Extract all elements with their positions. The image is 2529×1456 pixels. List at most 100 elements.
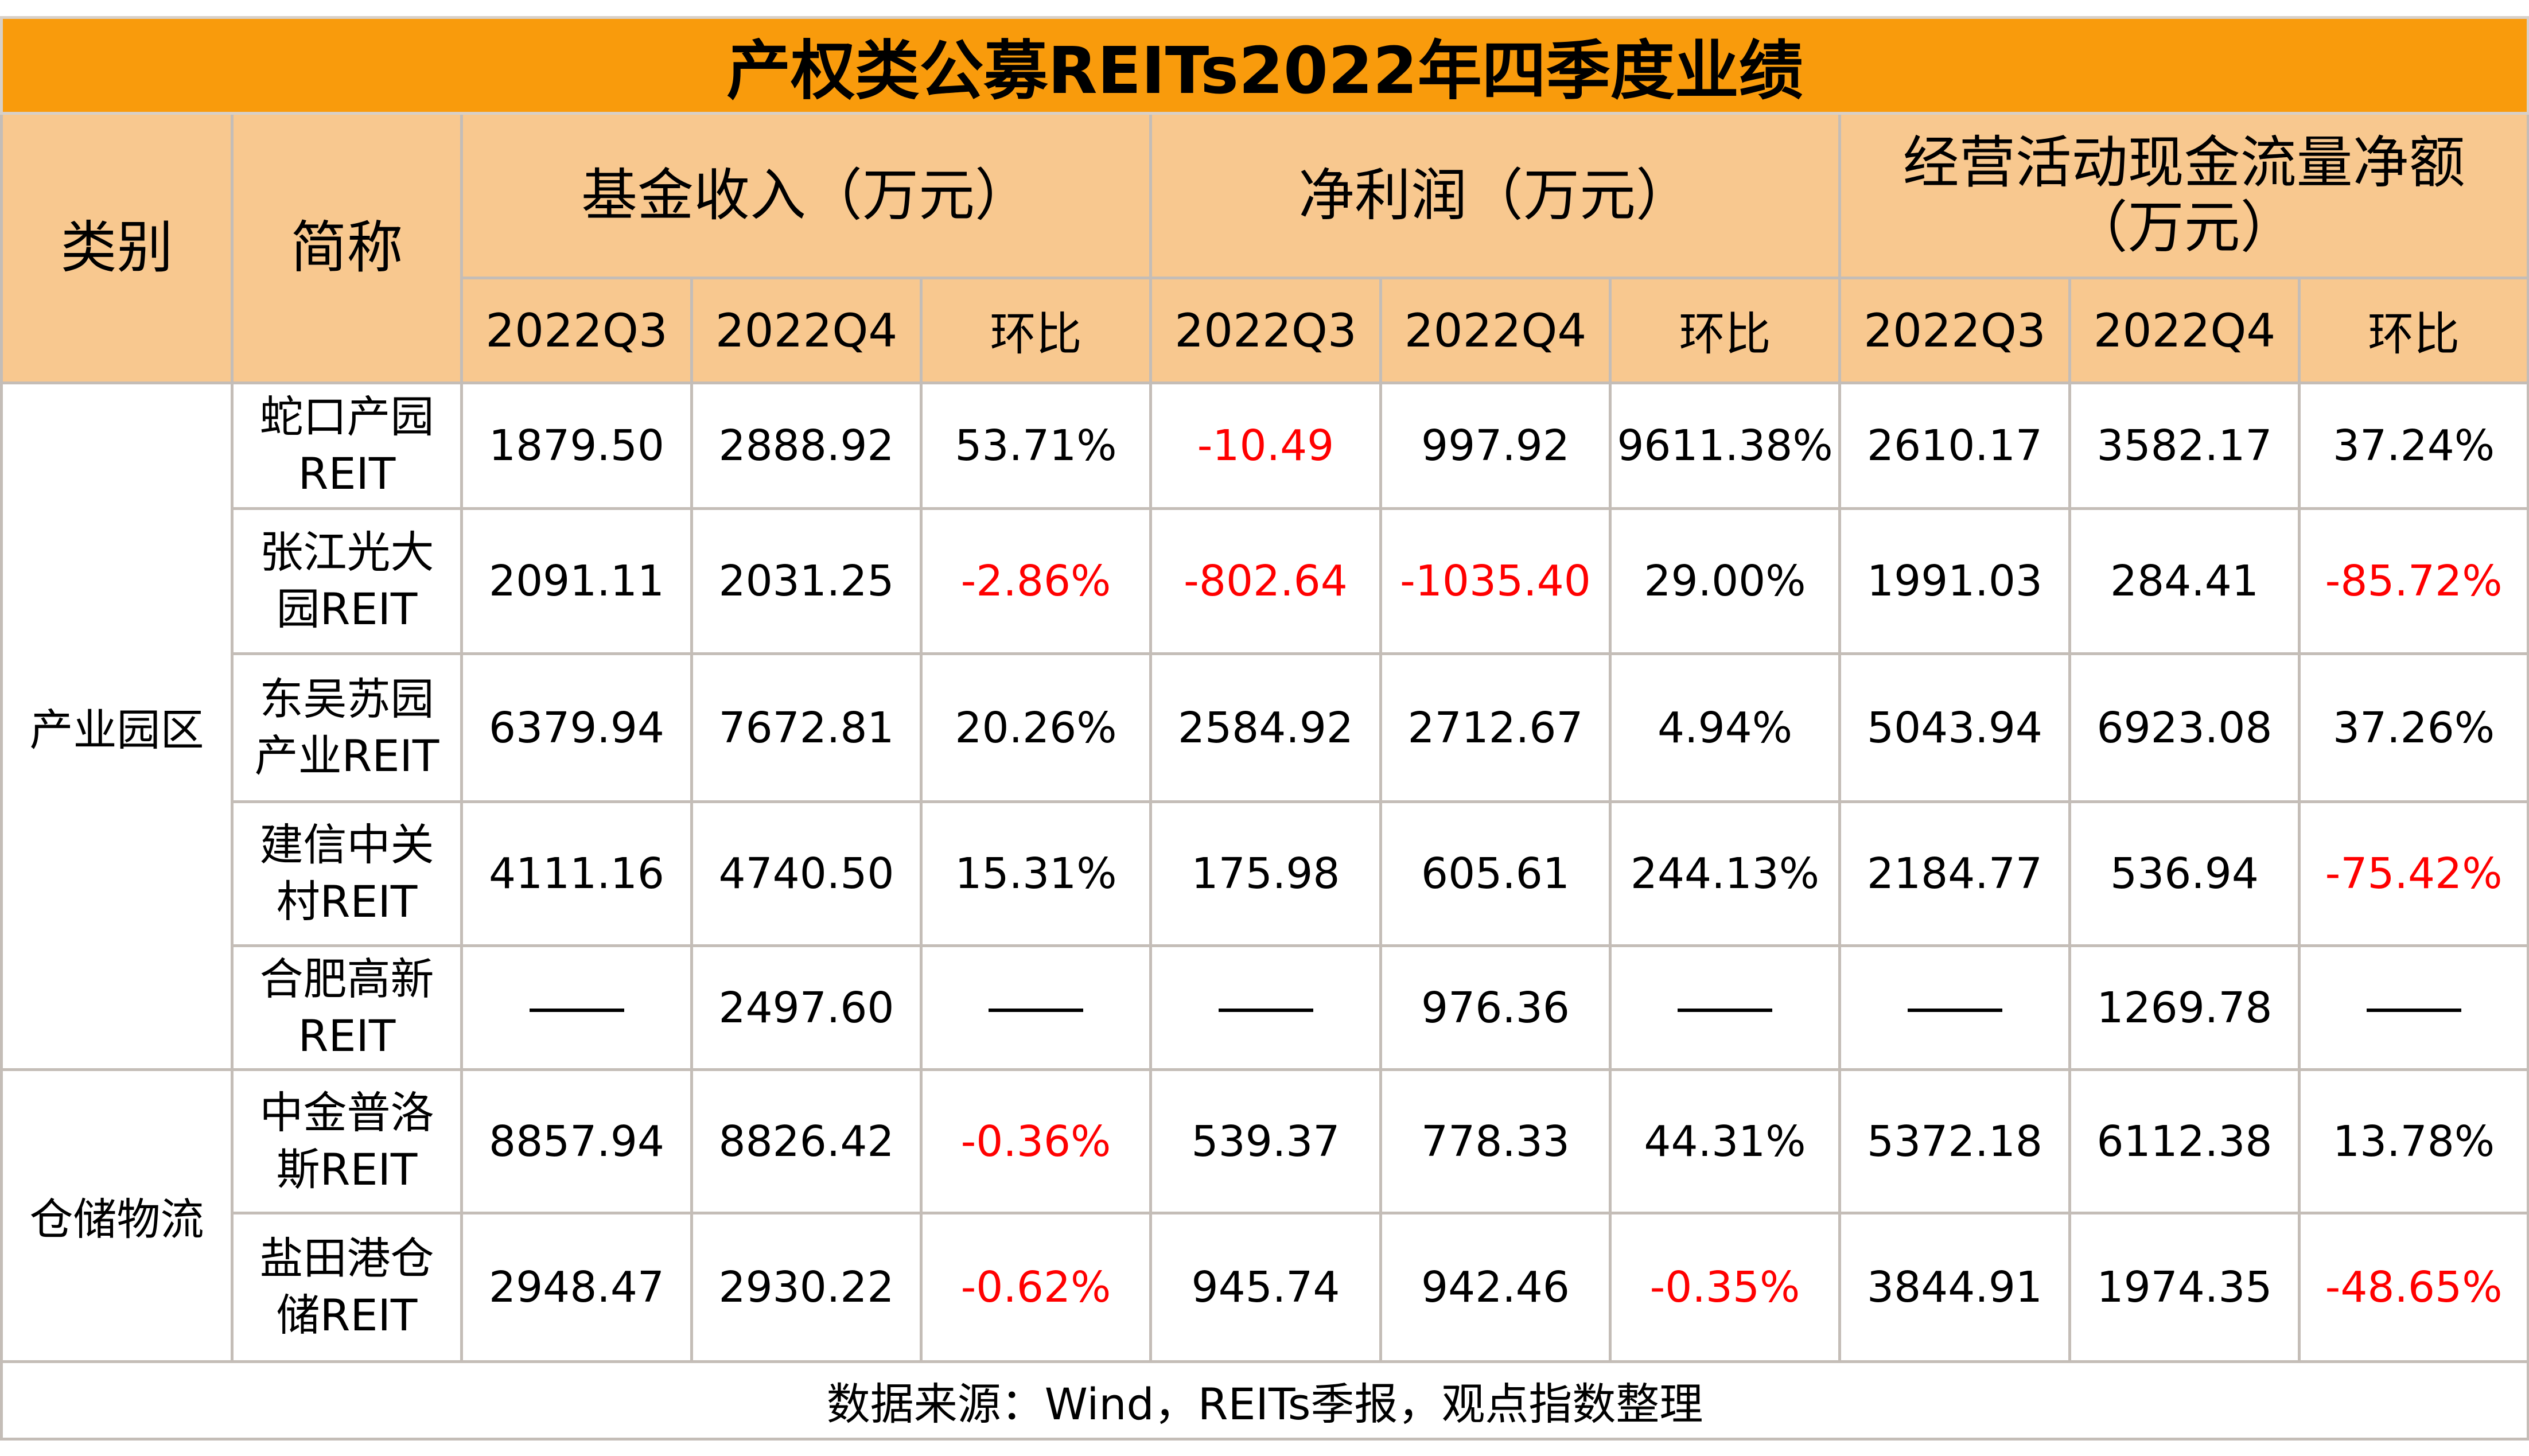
value-cell: 5372.18 [1838, 1068, 2071, 1214]
value-cell: 13.78% [2297, 1068, 2529, 1214]
table-row: 东吴苏园产业REIT 6379.94 7672.81 20.26% 2584.92 271… [2, 652, 2529, 803]
value-cell: 539.37 [1149, 1068, 1382, 1214]
header-operating-cash-flow: 经营活动现金流量净额（万元） [1838, 112, 2529, 279]
empty-value-cell [460, 944, 693, 1071]
reit-name-cell: 东吴苏园产业REIT [231, 652, 463, 803]
table-row: 盐田港仓储REIT 2948.47 2930.22 -0.62% 945.74 942.4… [2, 1212, 2529, 1363]
value-cell: -10.49 [1149, 381, 1382, 510]
subheader-q4: 2022Q4 [2068, 277, 2301, 384]
value-cell: -85.72% [2297, 507, 2529, 655]
header-category: 类别 [0, 112, 234, 384]
dash-placeholder [1218, 1008, 1313, 1012]
value-cell: -0.62% [920, 1212, 1152, 1363]
value-cell: 2091.11 [460, 507, 693, 655]
value-cell: 244.13% [1609, 800, 1841, 947]
header-fund-income: 基金收入（万元） [460, 112, 1152, 279]
table-row: 张江光大园REIT 2091.11 2031.25 -2.86% -802.64 -103… [2, 507, 2529, 655]
value-cell: 284.41 [2068, 507, 2301, 655]
value-cell: 53.71% [920, 381, 1152, 510]
value-cell: 2610.17 [1838, 381, 2071, 510]
value-cell: -0.36% [920, 1068, 1152, 1214]
value-cell: 4740.50 [690, 800, 923, 947]
value-cell: 2497.60 [690, 944, 923, 1071]
reit-name-cell: 张江光大园REIT [231, 507, 463, 655]
value-cell: 2948.47 [460, 1212, 693, 1363]
empty-value-cell [920, 944, 1152, 1071]
value-cell: 6112.38 [2068, 1068, 2301, 1214]
value-cell: -75.42% [2297, 800, 2529, 947]
category-cell: 仓储物流 [0, 1068, 234, 1363]
value-cell: 945.74 [1149, 1212, 1382, 1363]
dash-placeholder [989, 1008, 1083, 1012]
subheader-q3: 2022Q3 [1838, 277, 2071, 384]
value-cell: -802.64 [1149, 507, 1382, 655]
value-cell: 175.98 [1149, 800, 1382, 947]
value-cell: 15.31% [920, 800, 1152, 947]
value-cell: 1974.35 [2068, 1212, 2301, 1363]
empty-value-cell [1149, 944, 1382, 1071]
value-cell: 976.36 [1379, 944, 1612, 1071]
subheader-qoq: 环比 [920, 277, 1152, 384]
value-cell: 536.94 [2068, 800, 2301, 947]
value-cell: -48.65% [2297, 1212, 2529, 1363]
source-note: 数据来源：Wind，REITs季报，观点指数整理 [0, 1360, 2529, 1441]
value-cell: 6923.08 [2068, 652, 2301, 803]
value-cell: 8857.94 [460, 1068, 693, 1214]
header-short-name: 简称 [231, 112, 463, 384]
value-cell: 2712.67 [1379, 652, 1612, 803]
value-cell: 2031.25 [690, 507, 923, 655]
category-cell: 产业园区 [0, 381, 234, 1071]
value-cell: 605.61 [1379, 800, 1612, 947]
value-cell: 2888.92 [690, 381, 923, 510]
value-cell: 8826.42 [690, 1068, 923, 1214]
value-cell: 37.26% [2297, 652, 2529, 803]
value-cell: 20.26% [920, 652, 1152, 803]
table-row: 合肥高新REIT 2497.60 976.36 1269.78 [2, 944, 2529, 1071]
value-cell: 7672.81 [690, 652, 923, 803]
value-cell: 9611.38% [1609, 381, 1841, 510]
value-cell: 4111.16 [460, 800, 693, 947]
value-cell: 2184.77 [1838, 800, 2071, 947]
value-cell: 4.94% [1609, 652, 1841, 803]
value-cell: 778.33 [1379, 1068, 1612, 1214]
table-title: 产权类公募REITs2022年四季度业绩 [0, 16, 2529, 115]
subheader-q3: 2022Q3 [1149, 277, 1382, 384]
table-row: 仓储物流 中金普洛斯REIT 8857.94 8826.42 -0.36% 539.37 7… [0, 1068, 2529, 1363]
value-cell: -0.35% [1609, 1212, 1841, 1363]
value-cell: 2584.92 [1149, 652, 1382, 803]
value-cell: 5043.94 [1838, 652, 2071, 803]
dash-placeholder [1678, 1008, 1772, 1012]
reits-table-container: 产权类公募REITs2022年四季度业绩 类别 简称 基金收入（万元） 净利润（… [0, 16, 2529, 1441]
subheader-qoq: 环比 [1609, 277, 1841, 384]
reit-name-cell: 中金普洛斯REIT [231, 1068, 463, 1214]
value-cell: 1991.03 [1838, 507, 2071, 655]
value-cell: 29.00% [1609, 507, 1841, 655]
value-cell: 3582.17 [2068, 381, 2301, 510]
value-cell: -1035.40 [1379, 507, 1612, 655]
value-cell: 1879.50 [460, 381, 693, 510]
subheader-qoq: 环比 [2297, 277, 2529, 384]
dash-placeholder [529, 1008, 624, 1012]
reit-name-cell: 盐田港仓储REIT [231, 1212, 463, 1363]
value-cell: 1269.78 [2068, 944, 2301, 1071]
value-cell: 44.31% [1609, 1068, 1841, 1214]
value-cell: 2930.22 [690, 1212, 923, 1363]
value-cell: 997.92 [1379, 381, 1612, 510]
dash-placeholder [2366, 1008, 2461, 1012]
reit-name-cell: 建信中关村REIT [231, 800, 463, 947]
subheader-q3: 2022Q3 [460, 277, 693, 384]
dash-placeholder [1907, 1008, 2002, 1012]
subheader-q4: 2022Q4 [690, 277, 923, 384]
empty-value-cell [1838, 944, 2071, 1071]
header-net-profit: 净利润（万元） [1149, 112, 1841, 279]
reit-name-cell: 蛇口产园REIT [231, 381, 463, 510]
value-cell: -2.86% [920, 507, 1152, 655]
value-cell: 942.46 [1379, 1212, 1612, 1363]
reit-name-cell: 合肥高新REIT [231, 944, 463, 1071]
table-row: 建信中关村REIT 4111.16 4740.50 15.31% 175.98 605.6… [2, 800, 2529, 947]
empty-value-cell [2297, 944, 2529, 1071]
subheader-q4: 2022Q4 [1379, 277, 1612, 384]
value-cell: 3844.91 [1838, 1212, 2071, 1363]
table-row: 产业园区 蛇口产园REIT 1879.50 2888.92 53.71% -10.49 99… [0, 381, 2529, 1071]
reits-performance-table: 产权类公募REITs2022年四季度业绩 类别 简称 基金收入（万元） 净利润（… [0, 16, 2529, 1441]
